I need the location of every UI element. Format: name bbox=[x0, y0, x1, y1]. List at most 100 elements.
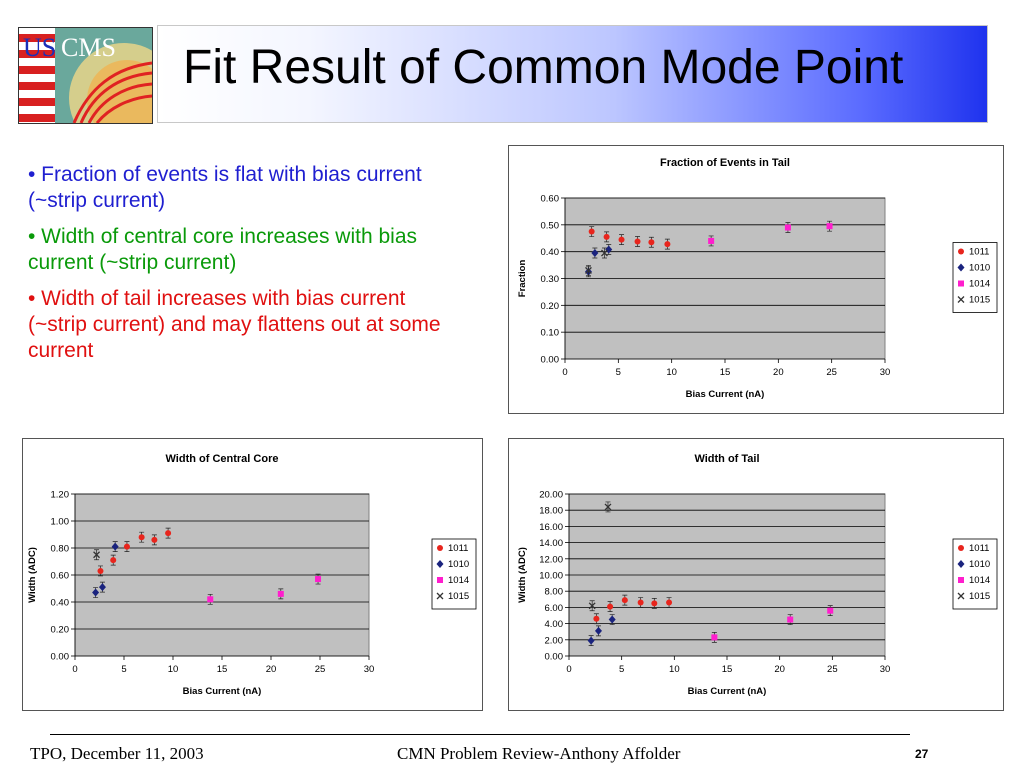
data-point bbox=[588, 602, 596, 610]
data-point bbox=[826, 223, 833, 230]
x-tick-label: 20 bbox=[266, 664, 277, 675]
x-tick-label: 5 bbox=[619, 664, 624, 675]
y-tick-label: 0.60 bbox=[51, 571, 70, 582]
legend-label: 1015 bbox=[448, 591, 469, 602]
us-cms-logo: US CMS bbox=[18, 27, 153, 124]
data-point bbox=[110, 557, 117, 564]
legend-label: 1010 bbox=[448, 559, 469, 570]
series-1014 bbox=[708, 220, 833, 247]
legend-marker bbox=[437, 545, 443, 551]
data-point bbox=[587, 636, 595, 645]
y-tick-label: 0.60 bbox=[541, 194, 560, 205]
data-point bbox=[618, 236, 625, 243]
legend-label: 1014 bbox=[448, 575, 469, 586]
y-tick-label: 4.00 bbox=[545, 619, 564, 630]
legend-label: 1010 bbox=[969, 263, 990, 274]
x-axis-label: Bias Current (nA) bbox=[183, 686, 262, 697]
data-point bbox=[605, 245, 613, 254]
data-point bbox=[588, 228, 595, 235]
series-1011 bbox=[588, 226, 671, 250]
series-1015 bbox=[588, 501, 612, 612]
x-tick-label: 0 bbox=[566, 664, 571, 675]
x-tick-label: 5 bbox=[121, 664, 126, 675]
x-tick-label: 20 bbox=[773, 367, 784, 378]
data-point bbox=[711, 634, 718, 641]
data-point bbox=[651, 600, 658, 607]
x-tick-label: 10 bbox=[669, 664, 680, 675]
series-1014 bbox=[711, 605, 834, 643]
data-point bbox=[165, 530, 172, 537]
chart-svg: Width of Tail 0.00 2.00 4.00 6.00 8.00 10.00 12… bbox=[517, 453, 998, 697]
legend-marker bbox=[436, 592, 444, 600]
data-point bbox=[787, 616, 794, 623]
data-point bbox=[666, 599, 673, 606]
data-point bbox=[138, 534, 145, 541]
data-point bbox=[634, 238, 641, 245]
y-tick-label: 0.40 bbox=[51, 598, 70, 609]
bullet-tail: • Width of tail increases with bias curr… bbox=[28, 287, 441, 362]
data-point bbox=[585, 266, 592, 274]
y-tick-label: 0.30 bbox=[541, 274, 560, 285]
y-tick-label: 0.00 bbox=[541, 355, 560, 366]
x-tick-label: 25 bbox=[826, 367, 837, 378]
x-tick-label: 20 bbox=[774, 664, 785, 675]
data-point bbox=[315, 576, 322, 583]
y-tick-label: 16.00 bbox=[539, 522, 563, 533]
y-tick-label: 1.00 bbox=[51, 517, 70, 528]
chart-fraction-tail: Fraction of Events in Tail 0.00 0.10 0.20 0.… bbox=[508, 145, 1004, 414]
chart-width-central-core: Width of Central Core 0.00 0.20 0.40 0.60 0.8… bbox=[22, 438, 483, 711]
y-tick-label: 2.00 bbox=[545, 635, 564, 646]
data-point bbox=[593, 615, 600, 622]
y-tick-label: 0.50 bbox=[541, 220, 560, 231]
logo-cms-text: CMS bbox=[61, 33, 116, 62]
logo-us-text: US bbox=[23, 33, 56, 62]
y-tick-label: 0.40 bbox=[541, 247, 560, 258]
data-point bbox=[151, 536, 158, 543]
y-tick-label: 14.00 bbox=[539, 538, 563, 549]
data-point bbox=[92, 588, 100, 597]
x-tick-label: 10 bbox=[168, 664, 179, 675]
y-axis-label: Width (ADC) bbox=[27, 547, 38, 603]
x-tick-label: 25 bbox=[315, 664, 326, 675]
legend-marker bbox=[958, 280, 964, 287]
footer-divider bbox=[50, 734, 910, 735]
chart-svg: Fraction of Events in Tail 0.00 0.10 0.20 0.… bbox=[517, 157, 998, 400]
x-tick-label: 15 bbox=[720, 367, 731, 378]
legend-label: 1011 bbox=[969, 247, 989, 258]
chart-width-tail: Width of Tail 0.00 2.00 4.00 6.00 8.00 10.00 12… bbox=[508, 438, 1004, 711]
series-1011 bbox=[97, 527, 172, 577]
y-tick-label: 6.00 bbox=[545, 603, 564, 614]
x-axis-label: Bias Current (nA) bbox=[688, 686, 767, 697]
series-1015 bbox=[585, 247, 608, 276]
data-point bbox=[621, 597, 628, 604]
legend-marker bbox=[958, 545, 964, 551]
x-tick-label: 25 bbox=[827, 664, 838, 675]
y-tick-label: 8.00 bbox=[545, 587, 564, 598]
legend-marker bbox=[957, 263, 965, 272]
bullet-list: • Fraction of events is flat with bias c… bbox=[28, 162, 468, 374]
chart-title: Width of Central Core bbox=[166, 453, 279, 465]
page-number: 27 bbox=[915, 747, 929, 761]
legend-marker bbox=[958, 248, 964, 255]
data-point bbox=[648, 239, 655, 246]
x-tick-label: 30 bbox=[880, 664, 891, 675]
data-point bbox=[784, 224, 791, 231]
legend-label: 1011 bbox=[448, 543, 468, 554]
y-tick-label: 0.20 bbox=[541, 301, 560, 312]
series-1011 bbox=[593, 594, 673, 625]
legend-marker bbox=[958, 577, 964, 583]
y-tick-label: 0.80 bbox=[51, 544, 70, 555]
series-1015 bbox=[93, 549, 101, 561]
x-tick-label: 5 bbox=[616, 367, 621, 378]
chart-title: Width of Tail bbox=[694, 453, 759, 465]
chart-svg: Width of Central Core 0.00 0.20 0.40 0.60 0.8… bbox=[27, 453, 477, 697]
legend-marker bbox=[437, 577, 443, 583]
title-banner bbox=[157, 25, 988, 123]
data-point bbox=[97, 567, 104, 574]
data-point bbox=[207, 596, 214, 603]
data-point bbox=[591, 249, 599, 258]
y-tick-label: 20.00 bbox=[539, 490, 563, 501]
y-tick-label: 0.20 bbox=[51, 625, 70, 636]
legend-marker bbox=[957, 296, 965, 303]
data-point bbox=[594, 626, 602, 635]
